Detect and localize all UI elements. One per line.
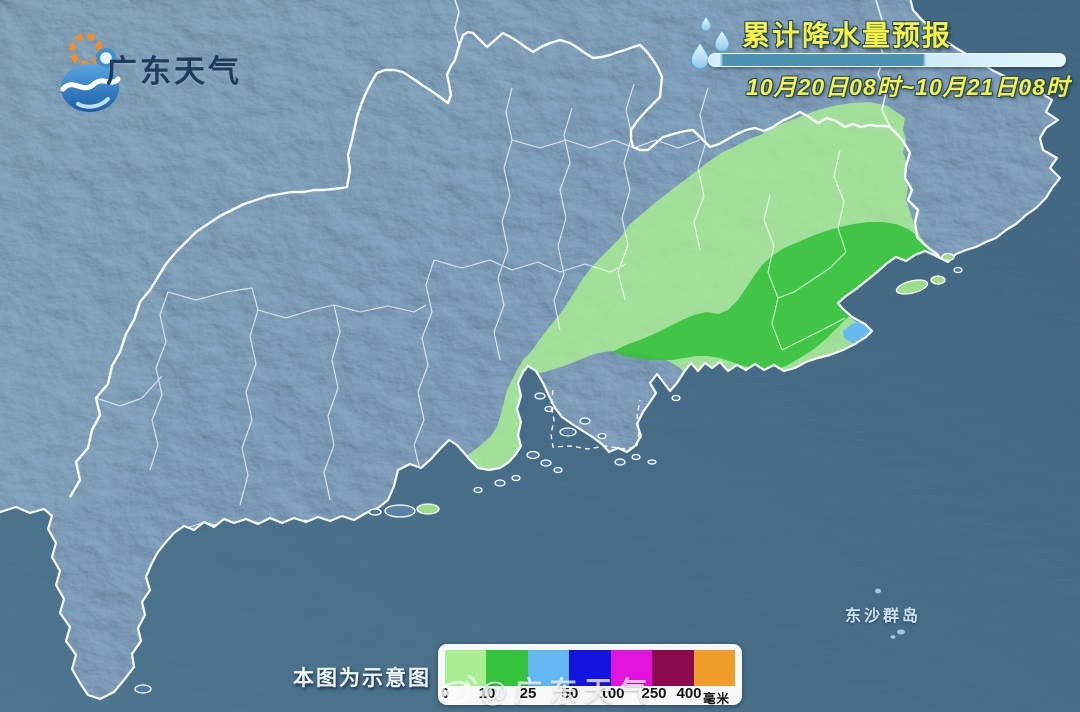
rain-band-10mm xyxy=(425,102,940,495)
legend-tick: 100 xyxy=(599,685,625,702)
coastal-plain xyxy=(0,310,152,505)
legend-swatch-250-400 xyxy=(652,650,694,686)
rain-band-25mm xyxy=(612,222,933,371)
title-underline-bar xyxy=(708,53,1066,67)
disclaimer-text: 本图为示意图 xyxy=(293,667,431,690)
title-block: 累计降水量预报 10月20日08时~10月21日08时 xyxy=(686,4,1076,104)
watermark-text: @广东天气 xyxy=(480,676,655,707)
logo-text: 广东天气 xyxy=(106,54,242,89)
logo: 广东天气 xyxy=(24,18,254,113)
legend-swatch-25-50 xyxy=(527,650,570,686)
legend-swatch-100-250 xyxy=(610,650,653,686)
islands xyxy=(134,252,963,694)
legend-panel: 0 10 25 50 100 250 400 毫米 xyxy=(438,644,742,706)
legend-tick: 25 xyxy=(519,685,537,702)
legend-unit: 毫米 xyxy=(703,692,731,706)
legend-tick: 50 xyxy=(561,685,579,702)
legend-swatch-10-25 xyxy=(486,650,528,686)
legend-swatch-50-100 xyxy=(569,650,611,686)
legend-swatch-0-10 xyxy=(445,650,487,686)
legend-tick: 10 xyxy=(478,685,496,702)
gdweather-logo-icon xyxy=(60,33,121,112)
legend-color-scale xyxy=(445,650,735,686)
dongsha-islets xyxy=(875,588,905,639)
legend-swatch-400plus xyxy=(693,650,735,686)
hk-dashed-boundary xyxy=(550,389,641,450)
raindrops-icon xyxy=(690,15,730,70)
legend-tick: 0 xyxy=(440,685,450,702)
legend-tick: 250 xyxy=(641,685,667,702)
county-boundaries xyxy=(95,83,847,531)
province-border xyxy=(68,30,941,498)
page-title: 累计降水量预报 xyxy=(742,20,953,51)
weibo-icon xyxy=(440,674,478,705)
dongsha-island-label: 东沙群岛 xyxy=(845,608,922,625)
legend-tick: 400 xyxy=(676,685,702,702)
forecast-date-range: 10月20日08时~10月21日08时 xyxy=(746,74,1070,100)
watermark: @广东天气 xyxy=(438,670,654,710)
